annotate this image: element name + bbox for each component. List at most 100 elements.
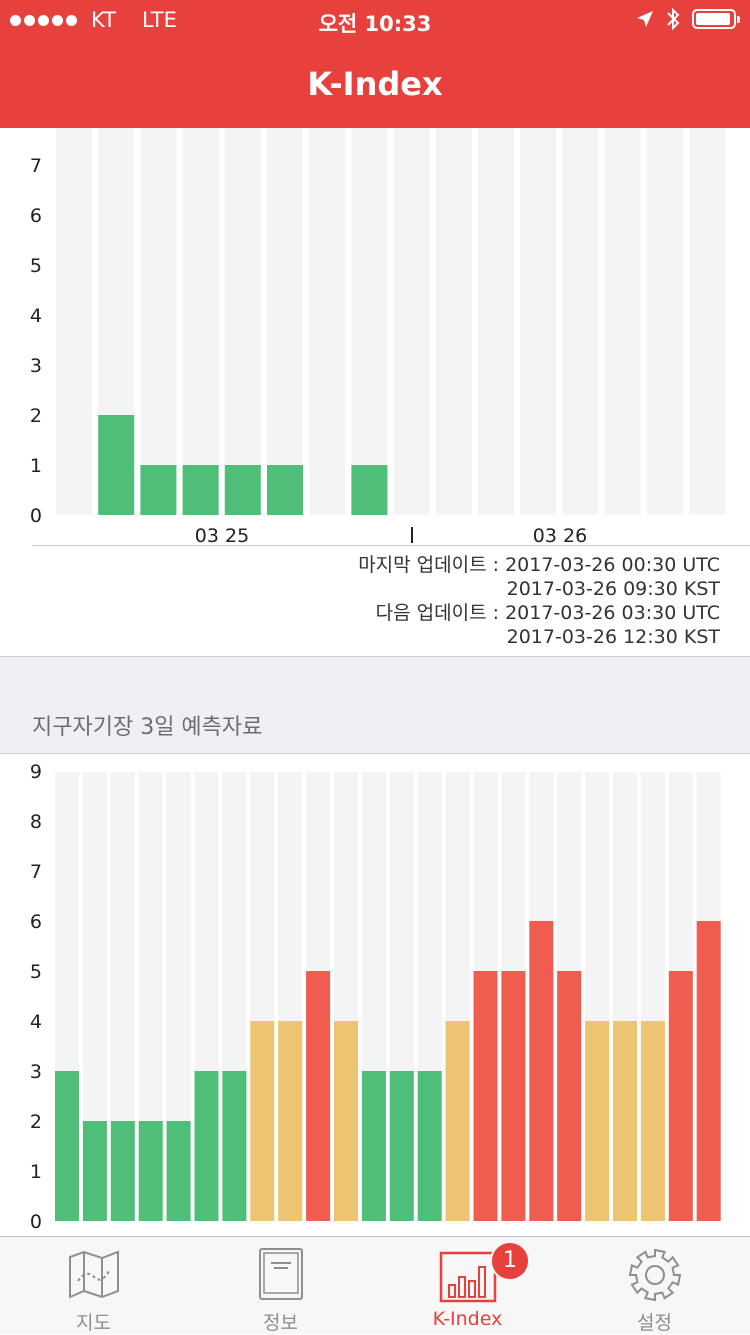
tab-k-index-label: K-Index xyxy=(432,1308,503,1330)
tab-info[interactable]: 정보 xyxy=(187,1237,374,1335)
next-update-utc: 다음 업데이트 : 2017-03-26 03:30 UTC xyxy=(375,602,720,624)
gear-icon xyxy=(628,1248,681,1302)
bar xyxy=(82,1121,107,1221)
battery-icon xyxy=(692,9,740,29)
status-bar: KT LTE 오전 10:33 xyxy=(0,0,750,40)
tab-info-label: 정보 xyxy=(263,1312,298,1334)
y-tick-label: 3 xyxy=(30,1061,42,1083)
bar-background xyxy=(562,128,599,515)
bar-background xyxy=(646,128,683,515)
bar-background xyxy=(182,128,219,515)
y-tick-label: 0 xyxy=(30,1211,42,1233)
clock: 오전 10:33 xyxy=(318,12,432,36)
x-date-label: 03 25 xyxy=(195,525,249,547)
y-tick-label: 1 xyxy=(30,455,42,477)
bar-background xyxy=(309,128,346,515)
bar xyxy=(166,1121,191,1221)
bar xyxy=(417,1071,442,1221)
bar xyxy=(98,415,135,515)
y-tick-label: 9 xyxy=(30,761,42,783)
bar-background xyxy=(689,128,725,515)
bar-background xyxy=(604,128,641,515)
bar xyxy=(278,1021,303,1221)
forecast-section-title: 지구자기장 3일 예측자료 xyxy=(32,715,263,740)
page-title: K-Index xyxy=(307,65,443,103)
y-tick-label: 5 xyxy=(30,255,42,277)
tab-bar: 지도 정보 K-Index 설정 1 xyxy=(0,1236,750,1334)
bar xyxy=(224,465,261,515)
bar xyxy=(334,1021,358,1221)
bar-background xyxy=(351,128,388,515)
bar xyxy=(194,1071,219,1221)
bar xyxy=(445,1021,470,1221)
bar-background xyxy=(478,128,514,515)
y-tick-label: 2 xyxy=(30,405,42,427)
tab-k-index[interactable]: K-Index xyxy=(374,1237,561,1335)
tab-settings-label: 설정 xyxy=(637,1312,672,1334)
y-tick-label: 4 xyxy=(30,1011,42,1033)
bluetooth-icon xyxy=(667,7,680,31)
bar xyxy=(222,1071,247,1221)
carrier-name: KT xyxy=(91,8,116,32)
bar xyxy=(351,465,388,515)
bar xyxy=(473,971,498,1221)
notification-badge: 1 xyxy=(490,1241,530,1281)
next-update-kst: 2017-03-26 12:30 KST xyxy=(506,626,720,648)
bar xyxy=(361,1071,386,1221)
bar xyxy=(529,921,554,1221)
bar xyxy=(55,1071,79,1221)
bar xyxy=(140,465,177,515)
bar xyxy=(250,1021,275,1221)
y-tick-label: 5 xyxy=(30,961,42,983)
y-tick-label: 6 xyxy=(30,911,42,933)
k-index-forecast-chart[interactable]: 0 1 2 3 4 5 6 7 8 9 xyxy=(0,754,750,1234)
y-tick-label: 6 xyxy=(30,205,42,227)
bar xyxy=(696,921,721,1221)
bar-background xyxy=(435,128,472,515)
last-update-kst: 2017-03-26 09:30 KST xyxy=(506,578,720,600)
tab-map-label: 지도 xyxy=(76,1312,111,1334)
bar xyxy=(267,465,303,515)
bar xyxy=(138,1121,163,1221)
bar xyxy=(389,1071,414,1221)
navigation-bar: K-Index xyxy=(0,40,750,128)
bar xyxy=(557,971,582,1221)
signal-strength-icon xyxy=(10,14,77,26)
chart-divider xyxy=(32,545,750,546)
k-index-current-chart: 0 1 2 3 4 5 6 7 03 25 03 26 xyxy=(30,128,725,547)
y-tick-label: 7 xyxy=(30,155,42,177)
bar xyxy=(501,971,526,1221)
update-info: 마지막 업데이트 : 2017-03-26 00:30 UTC 2017-03-… xyxy=(358,553,720,649)
tab-map[interactable]: 지도 xyxy=(0,1237,187,1335)
map-icon xyxy=(68,1250,119,1299)
bar xyxy=(613,1021,637,1221)
bar-background xyxy=(140,128,177,515)
status-right xyxy=(636,7,740,31)
bar xyxy=(110,1121,135,1221)
bar xyxy=(182,465,219,515)
book-icon xyxy=(258,1248,303,1300)
bar xyxy=(668,971,693,1221)
y-tick-label: 3 xyxy=(30,355,42,377)
y-tick-label: 2 xyxy=(30,1111,42,1133)
tab-settings[interactable]: 설정 xyxy=(561,1237,748,1335)
status-left: KT LTE xyxy=(10,8,177,32)
y-tick-label: 0 xyxy=(30,505,42,527)
network-type: LTE xyxy=(141,8,177,32)
bar-background xyxy=(393,128,430,515)
last-update-utc: 마지막 업데이트 : 2017-03-26 00:30 UTC xyxy=(358,554,720,576)
bar-background xyxy=(224,128,261,515)
bar-background xyxy=(267,128,303,515)
location-arrow-icon xyxy=(637,11,653,27)
bar xyxy=(640,1021,665,1221)
y-tick-label: 4 xyxy=(30,305,42,327)
bar-chart-icon xyxy=(439,1251,496,1303)
y-tick-label: 1 xyxy=(30,1161,42,1183)
bar xyxy=(306,971,331,1221)
bar xyxy=(585,1021,610,1221)
bar-background xyxy=(56,128,92,515)
y-tick-label: 8 xyxy=(30,811,42,833)
bar-background xyxy=(520,128,557,515)
x-date-label: 03 26 xyxy=(533,525,587,547)
forecast-section-header: 지구자기장 3일 예측자료 xyxy=(0,656,750,754)
